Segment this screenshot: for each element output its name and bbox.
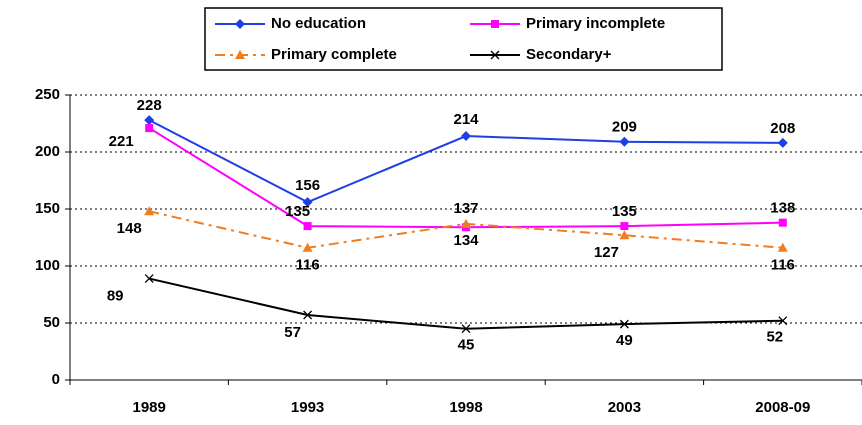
x-tick-label: 1998 [449,399,482,416]
y-tick-label: 150 [35,200,60,217]
data-label: 134 [453,232,479,249]
y-tick-label: 50 [43,314,60,331]
data-label: 156 [295,177,320,194]
marker [302,242,313,252]
marker [491,20,499,28]
marker [619,136,630,147]
x-tick-label: 1993 [291,399,324,416]
marker [619,230,630,240]
data-label: 135 [612,203,637,220]
data-label: 52 [766,329,783,346]
data-label: 135 [285,203,310,220]
data-label: 116 [771,257,795,274]
data-label: 57 [284,324,301,341]
x-tick-label: 1989 [133,399,166,416]
data-label: 45 [458,337,475,354]
x-tick-label: 2003 [608,399,641,416]
marker [778,316,788,326]
data-label: 208 [770,120,795,137]
data-label: 209 [612,119,637,136]
marker [619,319,629,329]
marker [461,131,471,142]
y-tick-label: 200 [35,143,60,160]
marker [461,218,471,228]
marker [778,218,787,227]
marker [461,324,471,334]
marker [144,206,155,216]
data-label: 214 [453,111,479,128]
data-label: 228 [137,97,162,114]
marker [303,222,312,231]
y-tick-label: 250 [35,86,60,103]
marker [235,50,245,59]
legend-box [204,7,723,71]
legend-label: Primary incomplete [526,15,665,32]
marker [777,137,788,148]
data-label: 137 [453,200,478,217]
marker [302,197,313,208]
marker [490,50,500,60]
y-tick-label: 100 [35,257,60,274]
legend-label: Primary complete [271,46,397,63]
marker [144,115,155,126]
marker [145,124,154,133]
marker [620,222,629,231]
data-label: 148 [117,220,142,237]
data-label: 127 [594,244,619,261]
data-label: 49 [616,332,633,349]
legend-label: No education [271,15,366,32]
x-tick-label: 2008-09 [755,399,810,416]
data-label: 138 [770,200,795,217]
data-label: 116 [295,257,319,274]
data-label: 221 [109,133,134,150]
marker [303,310,313,320]
legend-label: Secondary+ [526,46,612,63]
marker [144,274,154,283]
y-tick-label: 0 [52,371,60,388]
data-label: 89 [107,288,124,305]
series-line [148,277,783,330]
marker [777,242,788,252]
marker [235,19,245,29]
